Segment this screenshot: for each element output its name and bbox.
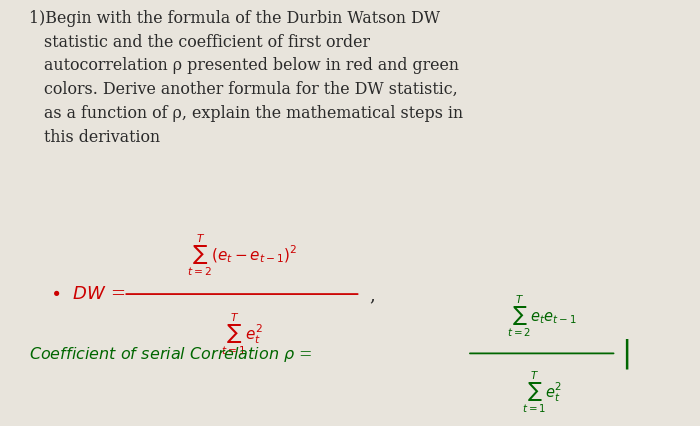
Text: $\sum_{t=2}^{T} e_t e_{t-1}$: $\sum_{t=2}^{T} e_t e_{t-1}$ <box>507 293 577 338</box>
Text: ,: , <box>370 285 375 303</box>
Text: $\sum_{t=1}^{T} e_t^2$: $\sum_{t=1}^{T} e_t^2$ <box>221 311 263 357</box>
Text: $\sum_{t=1}^{T} e_t^2$: $\sum_{t=1}^{T} e_t^2$ <box>522 369 562 414</box>
Text: $\bullet$  $DW$ =: $\bullet$ $DW$ = <box>50 284 127 302</box>
Text: 1)Begin with the formula of the Durbin Watson DW
   statistic and the coefficien: 1)Begin with the formula of the Durbin W… <box>29 10 463 145</box>
Text: $|$: $|$ <box>620 337 629 371</box>
Text: $\sum_{t=2}^{T}(e_t - e_{t-1})^2$: $\sum_{t=2}^{T}(e_t - e_{t-1})^2$ <box>187 232 298 278</box>
Text: $\it{Coefficient\ of\ serial\ Correlation}$ $\it{\rho}$ =: $\it{Coefficient\ of\ serial\ Correlatio… <box>29 344 314 363</box>
